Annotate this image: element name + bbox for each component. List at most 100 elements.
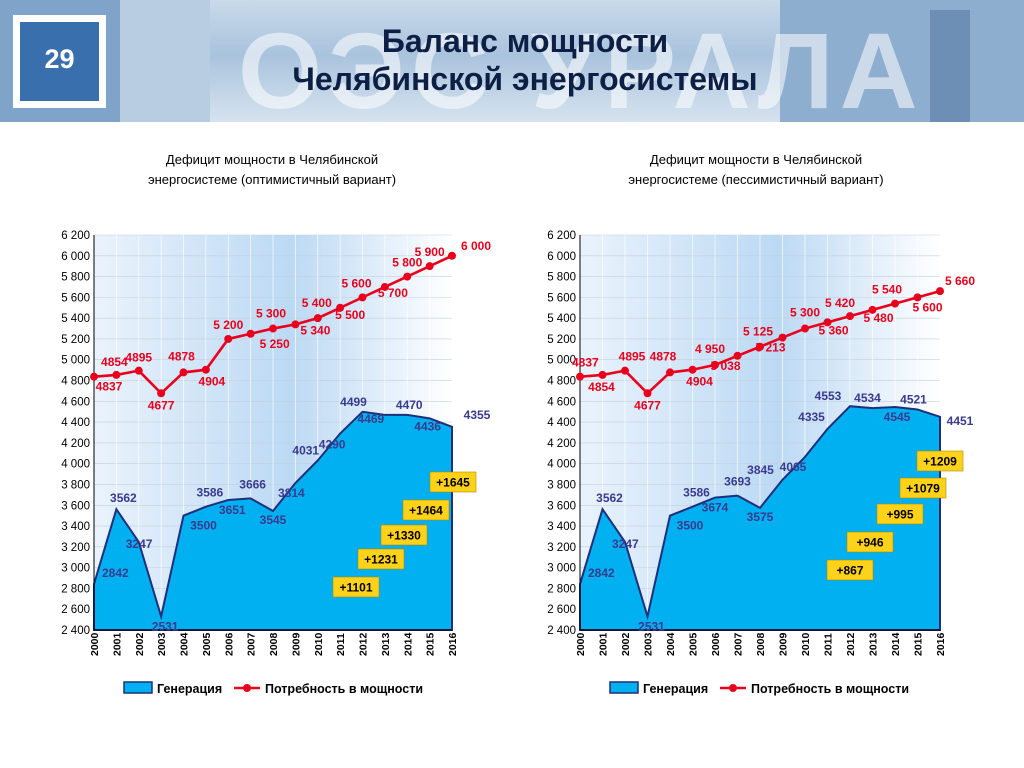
demand-label: 4677 <box>148 398 175 412</box>
generation-label: 2842 <box>102 566 129 580</box>
x-tick-label: 2005 <box>201 632 213 656</box>
demand-label: 5 900 <box>415 245 445 259</box>
deficit-label: +1464 <box>409 504 443 518</box>
demand-label: 5 300 <box>790 306 820 320</box>
x-tick-label: 2009 <box>778 632 790 656</box>
generation-label: 3845 <box>747 463 774 477</box>
generation-label: 2531 <box>638 619 665 633</box>
y-tick-label: 4 200 <box>61 438 90 450</box>
legend-demand-marker <box>243 684 251 692</box>
banner-photo-right <box>780 0 1024 122</box>
demand-point <box>756 342 764 351</box>
demand-label: 6 000 <box>461 239 491 253</box>
demand-point <box>157 389 166 398</box>
y-tick-label: 6 000 <box>547 251 576 263</box>
legend-generation-swatch <box>609 681 639 694</box>
demand-label: 5 038 <box>710 359 740 373</box>
demand-label: 4 950 <box>695 342 725 356</box>
generation-label: 4534 <box>854 391 881 405</box>
generation-label: 4290 <box>319 438 346 452</box>
demand-label: 5 700 <box>378 286 408 300</box>
generation-label: 3651 <box>219 503 246 517</box>
x-tick-label: 2002 <box>620 632 632 656</box>
x-tick-label: 2003 <box>643 632 655 656</box>
x-tick-label: 2005 <box>688 632 700 656</box>
demand-label: 5 600 <box>912 300 942 314</box>
y-tick-label: 2 800 <box>61 583 90 595</box>
demand-point <box>224 334 233 343</box>
demand-point <box>666 368 674 377</box>
x-tick-label: 2000 <box>575 632 587 656</box>
y-tick-label: 5 400 <box>547 313 576 325</box>
demand-label: 4878 <box>168 349 195 363</box>
y-tick-label: 5 400 <box>61 313 90 325</box>
generation-label: 3586 <box>683 486 710 500</box>
demand-label: 4837 <box>572 356 599 370</box>
demand-point <box>425 262 434 271</box>
legend-demand-label: Потребность в мощности <box>751 682 909 696</box>
deficit-label: +1079 <box>906 482 940 496</box>
chart-title-pessimistic: Дефицит мощности в Челябинской энергосис… <box>566 150 946 190</box>
generation-label: 4469 <box>358 412 385 426</box>
generation-label: 3693 <box>724 475 751 489</box>
y-tick-label: 4 000 <box>547 459 576 471</box>
generation-label: 3575 <box>747 510 774 524</box>
legend-generation-swatch <box>123 681 153 694</box>
x-tick-label: 2012 <box>845 632 857 656</box>
generation-label: 4031 <box>292 443 319 457</box>
demand-label: 5 300 <box>256 307 286 321</box>
y-tick-label: 4 000 <box>61 459 90 471</box>
y-tick-label: 2 600 <box>547 604 576 616</box>
x-tick-label: 2004 <box>665 632 677 656</box>
deficit-box <box>402 499 450 521</box>
demand-point <box>403 272 412 281</box>
y-tick-label: 3 200 <box>547 542 576 554</box>
demand-point <box>868 305 877 314</box>
y-tick-label: 5 000 <box>547 355 576 367</box>
x-tick-label: 2006 <box>223 632 235 656</box>
generation-label: 4470 <box>396 398 423 412</box>
demand-point <box>891 299 899 308</box>
deficit-label: +1645 <box>436 476 470 490</box>
x-tick-label: 2015 <box>913 632 925 656</box>
generation-label: 4521 <box>900 393 927 407</box>
y-tick-label: 3 800 <box>61 479 90 491</box>
chart-title-line1: Дефицит мощности в Челябинской <box>165 152 379 167</box>
demand-point <box>201 365 210 374</box>
demand-label: 5 250 <box>260 337 290 351</box>
banner-tower <box>930 10 970 122</box>
generation-label: 3545 <box>260 513 287 527</box>
demand-point <box>598 370 607 379</box>
deficit-box <box>846 531 894 553</box>
demand-label: 5 480 <box>863 311 893 325</box>
demand-label: 5 400 <box>302 296 332 310</box>
deficit-box <box>916 450 964 472</box>
demand-point <box>576 372 584 381</box>
demand-point <box>134 366 143 375</box>
x-tick-label: 2013 <box>380 632 392 656</box>
generation-label: 4451 <box>947 414 974 428</box>
demand-point <box>269 324 277 333</box>
generation-label: 4553 <box>815 389 842 403</box>
x-tick-label: 2011 <box>823 633 835 656</box>
chart-title-line2: энергосистеме (пессимистичный вариант) <box>628 172 884 187</box>
y-tick-label: 5 000 <box>61 355 90 367</box>
y-tick-label: 3 400 <box>547 521 576 533</box>
demand-label: 5 540 <box>872 283 902 297</box>
y-tick-label: 2 400 <box>61 625 90 637</box>
x-tick-label: 2007 <box>246 632 258 656</box>
generation-label: 4545 <box>884 410 911 424</box>
y-tick-label: 4 600 <box>547 396 576 408</box>
chart-title-line1: Дефицит мощности в Челябинской <box>649 152 863 167</box>
demand-point <box>358 293 367 302</box>
y-tick-label: 5 800 <box>61 272 90 284</box>
generation-label: 3247 <box>126 537 153 551</box>
legend-generation-label: Генерация <box>643 682 708 696</box>
demand-label: 5 800 <box>392 256 422 270</box>
demand-label: 5 360 <box>818 323 848 337</box>
demand-label: 5 200 <box>213 318 243 332</box>
generation-label: 4499 <box>340 395 367 409</box>
x-tick-label: 2014 <box>402 632 414 656</box>
demand-point <box>688 365 697 374</box>
